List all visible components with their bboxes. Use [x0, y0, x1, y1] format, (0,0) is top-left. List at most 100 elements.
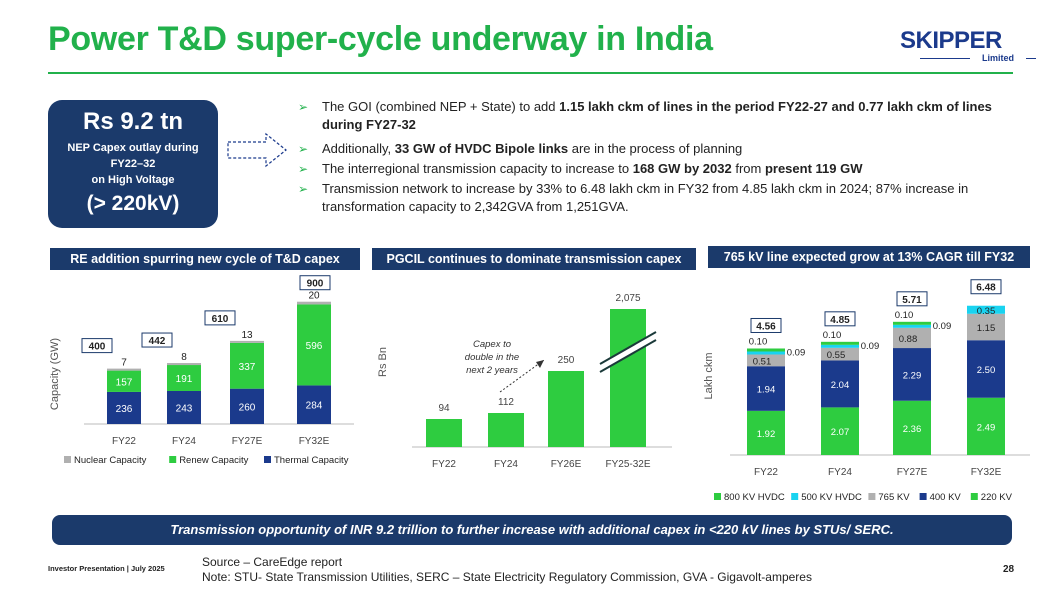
bar-value-label: 1.92	[757, 429, 776, 440]
bar	[426, 419, 462, 447]
bar-value-label: 94	[438, 403, 450, 414]
bar-value-label: 337	[239, 362, 256, 373]
bar-value-label: 2.49	[977, 422, 996, 433]
x-tick-label: FY25-32E	[605, 459, 650, 470]
total-box	[141, 332, 173, 348]
bar-value-label: 13	[241, 330, 253, 341]
bar	[548, 371, 584, 447]
bullet-highlight: 168 GW by 2032	[632, 161, 732, 176]
total-label: 4.85	[830, 315, 850, 326]
bar-segment	[747, 348, 785, 352]
legend-label: 800 KV HVDC	[724, 492, 785, 503]
page-number: 28	[1003, 564, 1015, 575]
capex-desc-line2: FY22–32	[110, 158, 156, 170]
legend-swatch	[64, 456, 71, 463]
total-label: 610	[212, 314, 229, 325]
logo-wordmark: SKIPPER	[900, 27, 1002, 54]
x-tick-label: FY22	[754, 467, 778, 478]
bullet-text: Additionally,	[322, 141, 395, 156]
bar-value-label: 243	[176, 403, 193, 414]
bar-segment	[821, 407, 859, 455]
key-points-list: The GOI (combined NEP + State) to add 1.…	[298, 98, 1018, 218]
legend-swatch	[714, 493, 721, 500]
x-tick-label: FY32E	[971, 467, 1002, 478]
bar-value-label: 112	[498, 397, 514, 408]
legend-swatch	[791, 493, 799, 500]
x-tick-label: FY32E	[299, 436, 330, 447]
bar-segment	[297, 385, 331, 424]
bar-segment	[297, 301, 331, 305]
transmission-network-chart: Lakh ckm 1.92 1.94 0.51 0.09 0.10 4.56 FY22 2.07…	[703, 279, 1030, 503]
bar-segment	[821, 341, 859, 345]
bar-segment	[167, 365, 201, 391]
total-label: 400	[89, 342, 106, 353]
legend-swatch	[264, 456, 271, 463]
footer-source: Source – CareEdge report Note: STU- Stat…	[202, 555, 812, 585]
total-label: 4.56	[756, 321, 776, 332]
dashed-arrow-icon	[227, 132, 287, 168]
bullet-highlight: 1.15 lakh ckm of lines in the period FY2…	[322, 99, 992, 132]
x-tick-label: FY22	[112, 436, 136, 447]
bar-value-label: 7	[121, 358, 127, 369]
y-axis-label: Rs Bn	[377, 347, 389, 377]
bar-value-label: 20	[308, 291, 320, 302]
page-title: Power T&D super-cycle underway in India	[48, 20, 713, 58]
legend-label: 400 KV	[930, 492, 962, 503]
bar-value-label: 596	[306, 341, 323, 352]
y-axis-label: Lakh ckm	[703, 352, 715, 399]
bar-segment	[893, 348, 931, 401]
capex-desc: NEP Capex outlay during FY22–32 on High …	[48, 140, 218, 188]
total-box	[824, 311, 856, 327]
x-tick-label: FY24	[828, 467, 852, 478]
bar-segment	[893, 327, 931, 349]
bar-segment	[107, 370, 141, 392]
bar-segment	[107, 368, 141, 371]
bar-segment	[747, 410, 785, 455]
x-tick-label: FY24	[494, 459, 518, 470]
bar-value-label: 0.55	[827, 350, 846, 361]
bullet-highlight: present 119 GW	[764, 161, 863, 176]
re-capacity-chart: Capacity (GW) 236 157 7 400 FY22 243 191 8 442 FY2…	[49, 275, 354, 466]
bullet-item: The GOI (combined NEP + State) to add 1.…	[298, 98, 1018, 134]
total-box	[750, 317, 782, 333]
bullet-text: The GOI (combined NEP + State) to add	[322, 99, 560, 114]
bar-value-label: 236	[116, 404, 133, 415]
capex-amount: Rs 9.2 tn	[82, 108, 184, 135]
bar-segment	[967, 313, 1005, 341]
bar-value-label: 260	[239, 402, 256, 413]
axis-break-line	[599, 331, 657, 365]
capex-voltage: (> 220kV)	[86, 192, 180, 215]
bar-segment	[893, 324, 931, 328]
annotation-line: Capex to	[473, 339, 511, 350]
bar-segment	[747, 366, 785, 411]
bar-value-label: 2.29	[903, 370, 922, 381]
bar-segment	[821, 344, 859, 348]
total-box	[204, 310, 236, 326]
axis-break-line	[599, 339, 657, 373]
total-label: 442	[149, 336, 166, 347]
bar-value-label: 2,075	[615, 293, 640, 304]
bar	[488, 413, 524, 447]
annotation-line: double in the	[465, 352, 519, 363]
skipper-logo: SKIPPER Limited	[900, 27, 1037, 64]
x-tick-label: FY27E	[232, 436, 263, 447]
total-label: 6.48	[976, 283, 996, 294]
source-line: Source – CareEdge report	[202, 555, 343, 569]
legend-swatch	[169, 456, 177, 463]
bullet-item: Transmission network to increase by 33% …	[298, 180, 1018, 216]
legend-label: 500 KV HVDC	[801, 492, 862, 503]
bullet-text: The interregional transmission capacity …	[322, 161, 633, 176]
bar-value-label: 0.09	[787, 347, 806, 358]
total-box	[896, 291, 928, 307]
bullet-text: from	[731, 161, 765, 176]
y-axis-label: Capacity (GW)	[49, 338, 61, 410]
bar-value-label: 2.36	[903, 424, 922, 435]
bar-value-label: 2.04	[831, 380, 850, 391]
bar-segment	[107, 391, 141, 424]
total-box	[970, 279, 1002, 295]
legend-label: Renew Capacity	[179, 455, 248, 466]
bar-value-label: 250	[558, 355, 575, 366]
legend-swatch	[919, 493, 927, 500]
bar-segment	[821, 347, 859, 361]
bar-value-label: 1.15	[977, 323, 996, 334]
